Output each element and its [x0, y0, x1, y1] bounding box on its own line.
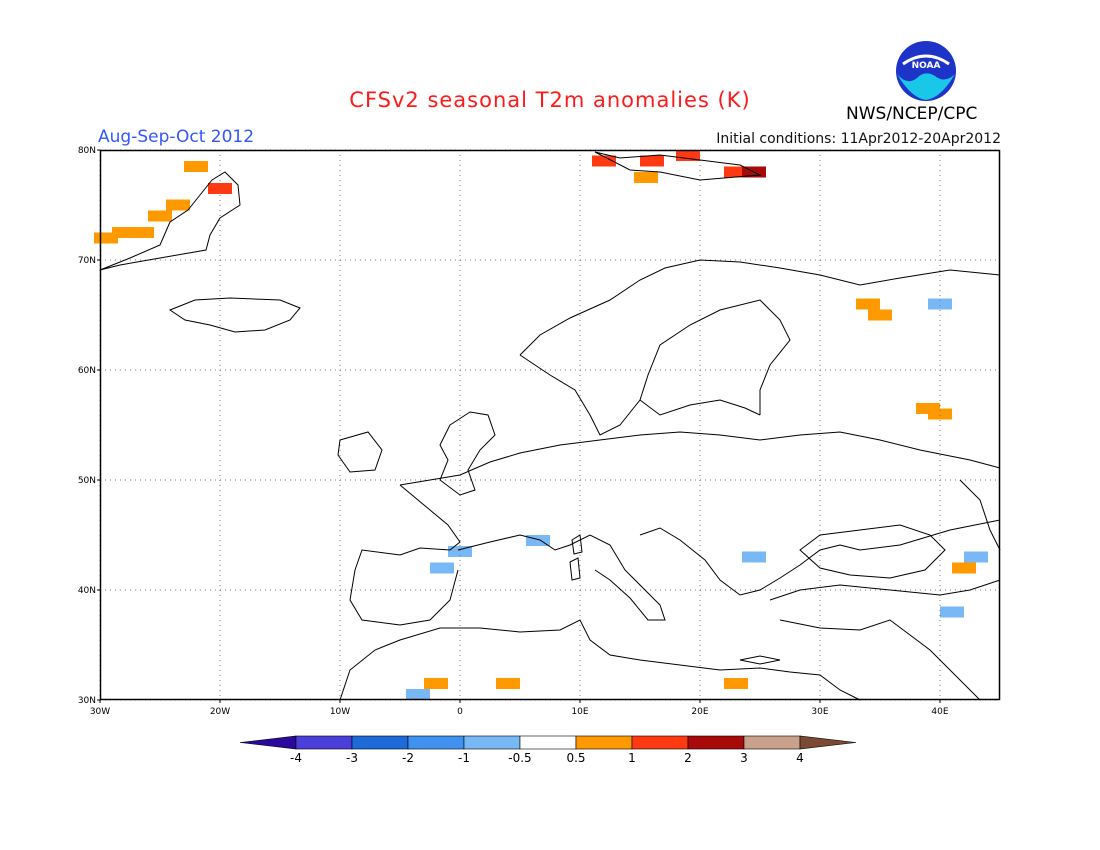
lon-tick-label: 20W	[210, 707, 230, 717]
lat-tick-label: 40N	[78, 586, 96, 596]
chart-title: CFSv2 seasonal T2m anomalies (K)	[349, 88, 751, 112]
anomaly-cell	[724, 166, 748, 178]
lon-tick-label: 10E	[571, 707, 588, 717]
anomaly-cell	[208, 183, 232, 194]
lon-tick-label: 20E	[691, 707, 708, 717]
colorbar-labels: -4 -3 -2 -1 -0.5 0.5 1 2 3 4	[290, 751, 804, 765]
noaa-logo: NOAA	[896, 41, 956, 101]
lat-tick-label: 60N	[78, 366, 96, 376]
colorbar-min-arrow	[239, 735, 297, 750]
lat-tick-label: 70N	[78, 256, 96, 266]
colorbar-tick-label: 4	[796, 751, 804, 765]
colorbar-box	[575, 735, 633, 750]
colorbar-tick-label: 3	[740, 751, 748, 765]
axis-labels: 30N 40N 50N 60N 70N 80N 30W 20W 10W 0 10E 20E 30E 40E	[78, 146, 949, 717]
anomaly-cell	[184, 161, 208, 172]
colorbar-tick-label: 1	[628, 751, 636, 765]
lon-tick-label: 0	[457, 707, 463, 717]
colorbar-tick-label: 2	[684, 751, 692, 765]
initial-conditions-label: Initial conditions: 11Apr2012-20Apr2012	[716, 131, 1001, 147]
colorbar-max-arrow	[799, 735, 857, 750]
colorbar-box	[687, 735, 745, 750]
lat-tick-label: 80N	[78, 146, 96, 156]
anomaly-cell	[166, 199, 190, 211]
anomaly-cell	[424, 678, 448, 689]
colorbar-box	[351, 735, 409, 750]
lat-tick-label: 50N	[78, 476, 96, 486]
lon-tick-label: 30W	[90, 707, 110, 717]
colorbar-box	[519, 735, 577, 750]
logo-text: NOAA	[912, 61, 941, 71]
anomaly-cell	[496, 678, 520, 689]
anomaly-cell	[130, 227, 154, 238]
anomaly-cell	[940, 606, 964, 618]
colorbar-tick-label: 0.5	[566, 751, 585, 765]
colorbar-box	[743, 735, 801, 750]
colorbar-tick-label: -0.5	[508, 751, 531, 765]
anomaly-cell	[742, 551, 766, 563]
anomaly-cell	[964, 551, 988, 563]
anomaly-cell	[592, 155, 616, 167]
colorbar-tick-label: -1	[458, 751, 470, 765]
anomaly-cells	[94, 150, 988, 700]
colorbar-box	[295, 735, 353, 750]
anomaly-cell	[430, 562, 454, 574]
anomaly-cell	[724, 678, 748, 689]
lon-tick-label: 30E	[811, 707, 828, 717]
colorbar-box	[407, 735, 465, 750]
anomaly-cell	[928, 298, 952, 310]
forecast-period: Aug-Sep-Oct 2012	[98, 127, 255, 147]
anomaly-cell	[856, 298, 880, 310]
anomaly-cell	[406, 689, 430, 700]
anomaly-cell	[676, 150, 700, 161]
map-frame	[99, 149, 1001, 701]
anomaly-cell	[928, 408, 952, 420]
colorbar-box	[631, 735, 689, 750]
map-panel: 30N 40N 50N 60N 70N 80N 30W 20W 10W 0 10E 20E 30E 40E	[78, 146, 1001, 717]
anomaly-cell	[94, 232, 118, 244]
anomaly-cell	[634, 172, 658, 183]
anomaly-cell	[952, 562, 976, 574]
colorbar: -4 -3 -2 -1 -0.5 0.5 1 2 3 4	[239, 735, 857, 765]
anomaly-cell	[526, 535, 550, 546]
lon-tick-label: 10W	[330, 707, 350, 717]
coastlines	[99, 151, 1001, 701]
graticule	[99, 149, 1000, 701]
anomaly-cell	[640, 155, 664, 167]
anomaly-cell	[112, 227, 136, 238]
colorbar-tick-label: -2	[402, 751, 414, 765]
colorbar-box	[463, 735, 521, 750]
anomaly-cell	[448, 546, 472, 557]
anomaly-cell	[868, 309, 892, 321]
colorbar-tick-label: -3	[346, 751, 358, 765]
anomaly-cell	[148, 210, 172, 222]
lon-tick-label: 40E	[931, 707, 948, 717]
colorbar-tick-label: -4	[290, 751, 302, 765]
agency-label: NWS/NCEP/CPC	[846, 104, 978, 124]
colorbar-boxes	[239, 735, 857, 750]
lat-tick-label: 30N	[78, 696, 96, 706]
